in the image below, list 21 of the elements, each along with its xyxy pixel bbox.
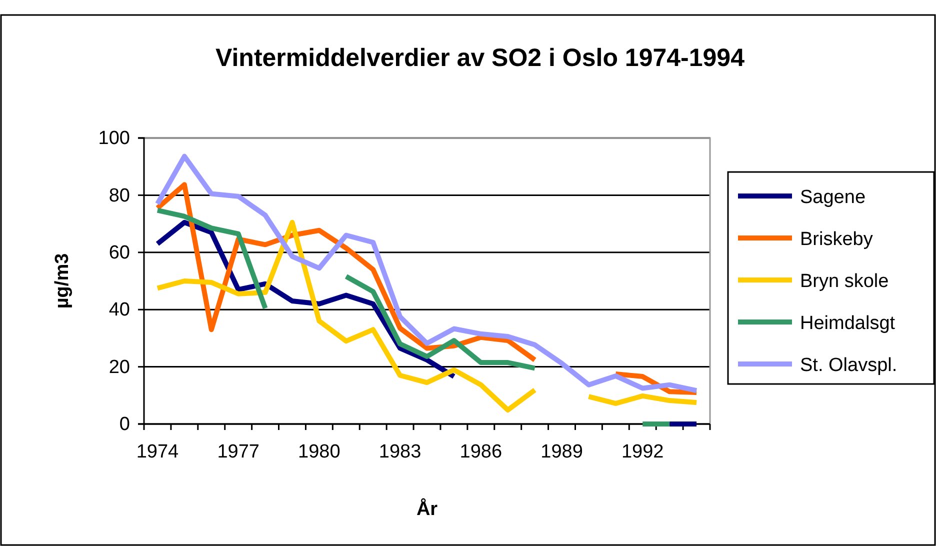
x-tick-label: 1986: [460, 441, 502, 462]
x-tick-label: 1977: [217, 441, 260, 462]
legend-label: Briskeby: [800, 229, 874, 250]
legend-label: Sagene: [800, 187, 866, 208]
y-tick-label: 40: [108, 300, 130, 321]
x-axis-title: År: [416, 498, 438, 520]
y-tick-label: 20: [108, 356, 130, 378]
y-tick-label: 80: [108, 185, 130, 206]
x-tick-label: 1980: [298, 441, 340, 462]
legend-label: Heimdalsgt: [800, 313, 896, 334]
chart-title: Vintermiddelverdier av SO2 i Oslo 1974-1994: [216, 44, 745, 72]
legend-label: Bryn skole: [800, 271, 889, 292]
legend-label: St. Olavspl.: [800, 355, 898, 376]
x-tick-label: 1992: [621, 441, 664, 462]
x-tick-label: 1989: [540, 441, 583, 462]
y-tick-label: 100: [98, 128, 130, 150]
x-tick-label: 1974: [136, 441, 180, 462]
y-tick-label: 60: [108, 242, 130, 264]
y-tick-label: 0: [119, 414, 130, 436]
y-axis-title: µg/m3: [52, 253, 73, 309]
x-tick-label: 1983: [378, 441, 422, 462]
